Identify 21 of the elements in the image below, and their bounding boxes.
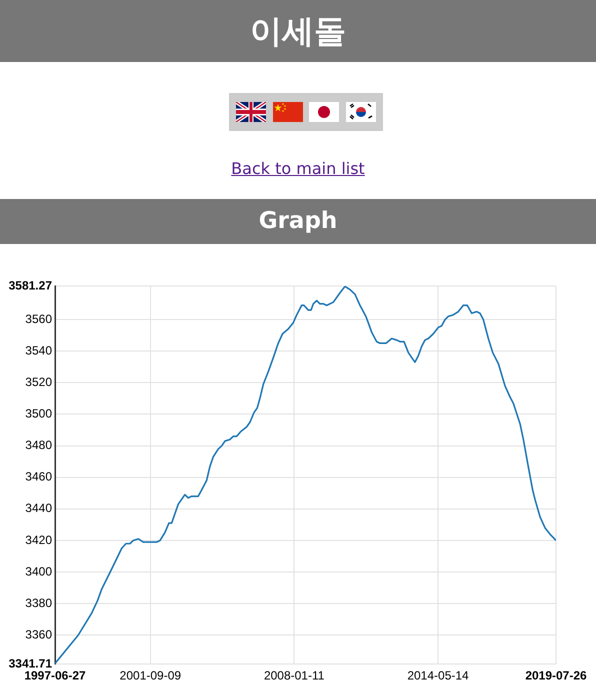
text: Back to main list <box>231 159 365 178</box>
x-tick-label: 1997-06-27 <box>24 668 86 683</box>
y-tick-label: 3480 <box>25 438 52 452</box>
y-tick-label: 3500 <box>25 406 52 421</box>
x-tick-label: 2019-07-26 <box>525 668 588 683</box>
y-tick-label: 3560 <box>25 312 52 326</box>
x-tick-label: 2001-09-09 <box>120 668 182 683</box>
y-tick-label: 3420 <box>25 532 52 547</box>
y-tick-label: 3460 <box>25 470 52 484</box>
x-tick-label: 2014-05-14 <box>407 668 470 683</box>
chart-title: 이세돌 <box>0 0 596 62</box>
y-tick-label: 3380 <box>25 596 52 610</box>
y-tick-label: 3520 <box>25 374 52 389</box>
y-tick-label: 3440 <box>25 501 52 516</box>
y-tick-label: 3360 <box>25 627 52 642</box>
y-tick-label: 3540 <box>25 343 52 358</box>
y-tick-label: 3400 <box>25 564 52 578</box>
y-tick-label: 3581.27 <box>8 278 52 292</box>
chart-subtitle: Graph <box>0 199 596 244</box>
y-tick-label: 3341.71 <box>8 656 52 670</box>
x-tick-label: 2008-01-11 <box>264 668 325 683</box>
